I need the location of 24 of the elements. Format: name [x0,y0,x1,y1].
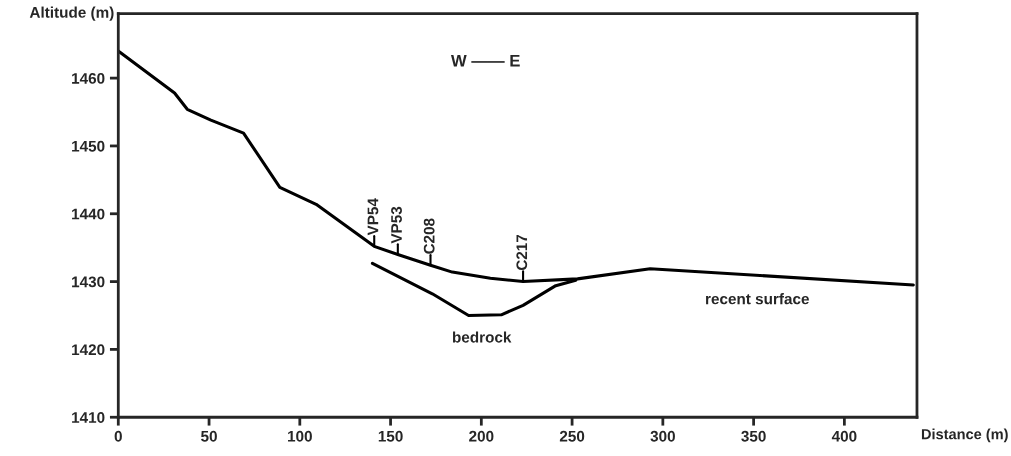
annotation: bedrock [452,331,512,343]
annotation: recent surface [706,293,809,305]
x-tick-label: 150 [378,430,403,442]
y-tick-label: 1460 [72,72,105,84]
x-axis-title: Distance (m) [921,428,1008,443]
annotation: VP54 [367,198,379,236]
y-tick-label: 1450 [72,140,105,152]
x-tick-label: 400 [831,430,857,442]
x-tick-label: 300 [650,430,675,442]
annotation: W —— E [450,54,520,67]
y-axis-title: Altitude (m) [29,6,114,21]
y-tick-label: 1410 [72,412,105,423]
x-tick-label: 50 [201,430,217,442]
y-tick-label: 1420 [72,344,105,356]
x-tick-label: 200 [469,430,494,442]
annotation: C217 [516,234,528,271]
x-tick-label: 350 [741,430,766,442]
y-tick-label: 1430 [72,276,105,288]
annotation: VP53 [391,206,402,244]
x-tick-label: 100 [288,430,312,442]
x-tick-label: 0 [114,430,122,442]
annotation: C208 [423,218,435,254]
x-tick-label: 250 [559,430,585,442]
y-tick-label: 1440 [72,208,105,220]
